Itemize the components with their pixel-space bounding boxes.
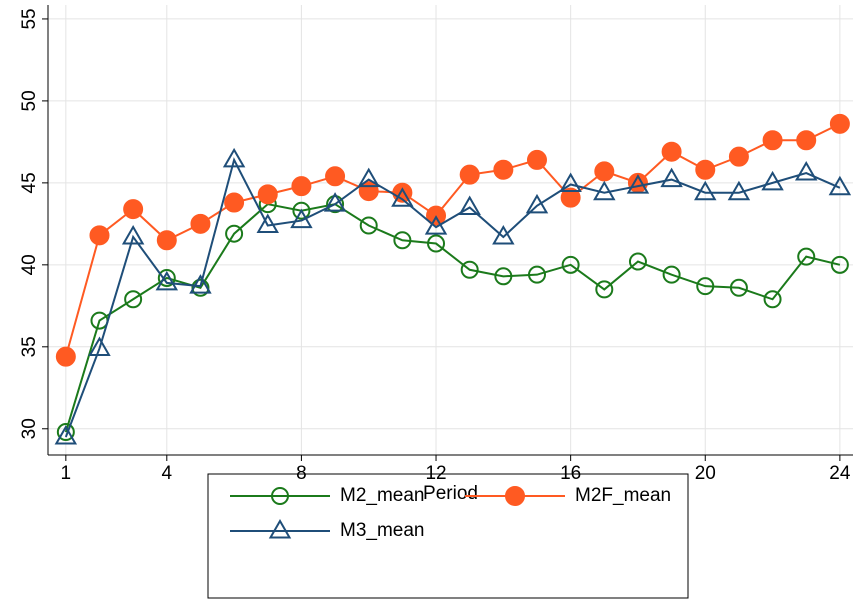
marker (628, 252, 647, 271)
marker (829, 113, 850, 134)
marker (256, 213, 279, 233)
marker (696, 277, 715, 296)
marker (763, 290, 782, 309)
marker (561, 255, 580, 274)
marker (54, 424, 78, 445)
marker (662, 265, 681, 284)
marker (359, 216, 378, 235)
marker (189, 274, 212, 294)
x-tick-label: 12 (425, 463, 446, 484)
marker (424, 215, 448, 235)
marker (155, 270, 179, 291)
y-tick-label: 35 (19, 336, 40, 357)
marker (762, 130, 783, 151)
marker (325, 166, 346, 187)
marker (89, 225, 110, 246)
marker (797, 247, 816, 266)
x-tick-label: 1 (61, 463, 72, 484)
marker (225, 224, 244, 243)
marker (527, 265, 546, 284)
marker (157, 268, 176, 287)
marker (493, 159, 514, 180)
marker (123, 199, 144, 220)
marker (494, 267, 513, 286)
x-axis-title: Period (423, 483, 478, 504)
x-tick-label: 8 (296, 463, 307, 484)
legend-label: M2_mean (340, 485, 425, 506)
marker (525, 193, 549, 214)
y-tick-label: 55 (19, 8, 40, 29)
marker (661, 141, 682, 162)
legend-label: M2F_mean (575, 485, 671, 506)
y-tick-label: 40 (19, 254, 40, 275)
marker (427, 234, 446, 253)
marker (828, 175, 852, 196)
y-tick-label: 50 (19, 90, 40, 111)
marker (729, 278, 748, 297)
marker (460, 260, 479, 279)
legend-label: M3_mean (340, 520, 425, 541)
marker (794, 161, 818, 181)
marker (191, 278, 210, 297)
marker (626, 174, 650, 194)
marker (190, 213, 211, 234)
marker (292, 201, 311, 220)
marker (761, 170, 784, 191)
series-line (64, 203, 841, 433)
series-line (64, 122, 841, 357)
marker (526, 149, 547, 170)
marker (694, 180, 717, 201)
marker (505, 486, 525, 506)
marker (55, 346, 76, 367)
marker (459, 164, 480, 185)
marker (257, 184, 278, 205)
marker (492, 224, 515, 245)
marker (695, 159, 716, 180)
marker (124, 290, 143, 309)
y-tick-label: 45 (19, 172, 40, 193)
marker (357, 167, 380, 188)
marker (291, 176, 312, 197)
marker (595, 280, 614, 299)
marker (222, 147, 246, 168)
marker (290, 208, 313, 229)
marker (88, 336, 111, 356)
marker (727, 180, 751, 201)
marker (559, 172, 582, 193)
marker (796, 130, 817, 151)
marker (393, 231, 412, 250)
x-tick-label: 16 (560, 463, 581, 484)
x-tick-label: 4 (162, 463, 173, 484)
marker (594, 161, 615, 182)
y-tick-label: 30 (19, 418, 40, 439)
marker (268, 518, 292, 539)
marker (830, 255, 849, 274)
x-tick-label: 24 (829, 463, 851, 484)
marker (560, 187, 581, 208)
marker (728, 146, 749, 167)
marker (224, 192, 245, 213)
marker (323, 192, 347, 212)
marker (660, 167, 683, 188)
marker (271, 487, 289, 505)
marker (156, 230, 177, 251)
marker (593, 180, 616, 201)
series-line (64, 157, 841, 438)
marker (121, 224, 145, 245)
marker (391, 187, 414, 207)
marker (458, 195, 481, 215)
marker (56, 423, 75, 442)
x-tick-label: 20 (695, 463, 716, 484)
